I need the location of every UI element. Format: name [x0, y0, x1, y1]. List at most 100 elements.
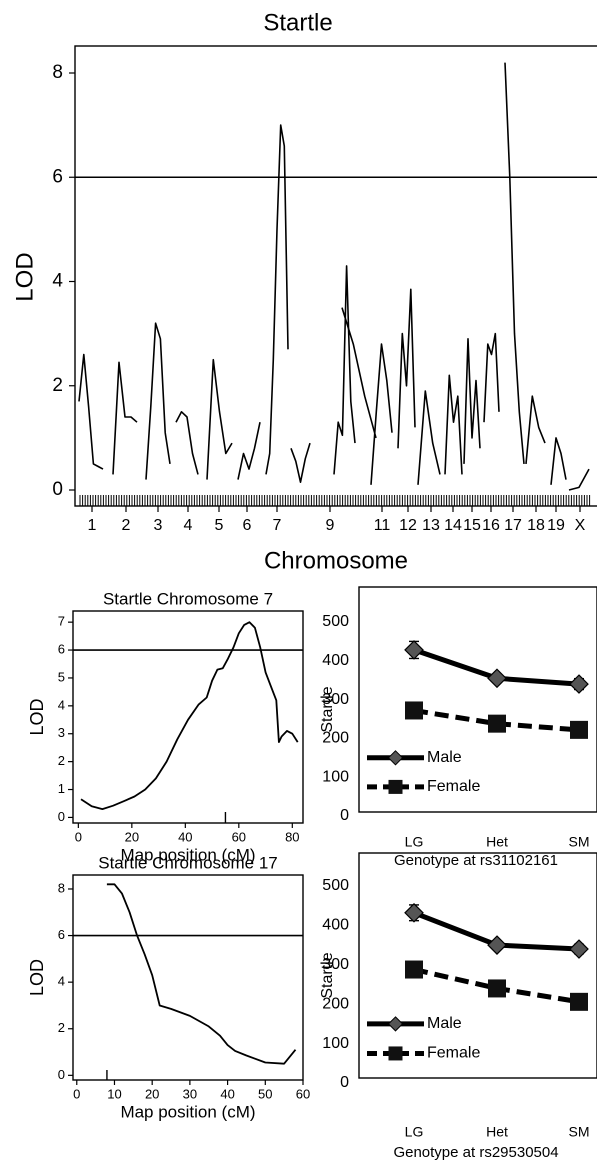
legend-label-male: Male: [427, 1015, 462, 1032]
x-tick-label: 12: [399, 517, 417, 534]
plot-title: Startle: [263, 9, 332, 36]
lod-curve-chr9: [333, 265, 356, 475]
lod-curve-chr6: [237, 422, 261, 480]
x-tick-label: 13: [422, 517, 440, 534]
x-axis-label: Map position (cM): [120, 845, 255, 864]
y-tick-label: 4: [58, 974, 65, 989]
marker-rug: [79, 495, 591, 506]
y-axis-label: LOD: [27, 959, 47, 996]
legend-label-female: Female: [427, 1045, 480, 1062]
lod-curve-chr1: [78, 353, 104, 470]
category-label: Het: [486, 834, 508, 850]
category-label: LG: [405, 834, 424, 850]
y-tick-label: 2: [58, 753, 65, 768]
x-tick-label: 10: [107, 1086, 121, 1101]
lod-curve-chr10: [341, 307, 377, 439]
lod-curve-chr11: [370, 343, 393, 485]
y-tick-label: 4: [58, 697, 65, 712]
x-tick-label: 14: [444, 517, 462, 534]
y-tick-label: 5: [58, 669, 65, 684]
y-tick-label: 2: [52, 375, 63, 396]
lod-curve: [80, 621, 299, 810]
x-tick-label: X: [575, 517, 586, 534]
x-tick-label: 60: [296, 1086, 310, 1101]
y-tick-label: 0: [58, 809, 65, 824]
x-tick-label: 15: [463, 517, 481, 534]
x-axis-label: Genotype at rs31102161: [394, 852, 558, 869]
y-tick-label: 1: [58, 781, 65, 796]
y-tick-label: 7: [58, 614, 65, 629]
y-tick-label: 200: [322, 995, 349, 1012]
legend-marker-male: [387, 750, 404, 766]
plot-frame: [72, 610, 304, 824]
y-tick-label: 400: [322, 652, 349, 669]
y-axis-label: Startle: [319, 952, 336, 998]
lod-curve-chr12: [397, 288, 416, 449]
x-tick-label: 50: [258, 1086, 272, 1101]
data-point-female: [405, 701, 423, 720]
legend-label-male: Male: [427, 749, 462, 766]
lod-curve-chr16: [483, 332, 500, 423]
lod-curve: [106, 883, 297, 1065]
y-tick-label: 400: [322, 917, 349, 934]
data-point-female: [570, 992, 588, 1011]
lod-curve-chrX: [568, 468, 590, 491]
lod-curve-chr13: [417, 390, 441, 485]
data-point-male: [569, 674, 589, 694]
y-tick-label: 0: [52, 479, 63, 500]
plot-frame: [358, 586, 597, 813]
x-tick-label: 4: [184, 517, 193, 534]
x-tick-label: 2: [122, 517, 131, 534]
y-axis-label: LOD: [27, 698, 47, 735]
y-tick-label: 6: [58, 927, 65, 942]
x-tick-label: 1: [88, 517, 97, 534]
y-axis-label: LOD: [11, 252, 38, 301]
x-tick-label: 40: [178, 829, 192, 844]
x-tick-label: 40: [220, 1086, 234, 1101]
y-tick-label: 0: [58, 1067, 65, 1082]
data-point-male: [404, 902, 424, 923]
data-point-female: [405, 960, 423, 979]
x-tick-label: 9: [326, 517, 335, 534]
x-tick-label: 60: [232, 829, 246, 844]
lod-curve-chr15: [463, 337, 481, 464]
x-tick-label: 0: [73, 1086, 80, 1101]
x-tick-label: 18: [527, 517, 545, 534]
x-tick-label: 20: [145, 1086, 159, 1101]
x-tick-label: 17: [504, 517, 522, 534]
data-point-female: [488, 714, 506, 733]
data-point-male: [569, 939, 589, 959]
y-tick-label: 8: [58, 880, 65, 895]
y-tick-label: 4: [52, 271, 63, 292]
x-tick-label: 0: [75, 829, 82, 844]
lod-curve-chr18: [525, 395, 546, 464]
y-tick-label: 2: [58, 1020, 65, 1035]
plot-title: Startle Chromosome 7: [103, 589, 273, 608]
x-tick-label: 19: [547, 517, 565, 534]
y-tick-label: 100: [322, 768, 349, 785]
x-tick-label: 5: [215, 517, 224, 534]
data-point-male: [487, 935, 507, 955]
y-tick-label: 100: [322, 1035, 349, 1052]
y-tick-label: 6: [52, 166, 63, 187]
lod-curve-chr2: [112, 361, 138, 475]
y-tick-label: 300: [322, 956, 349, 973]
plot-frame: [74, 45, 597, 507]
data-point-male: [487, 668, 507, 689]
plot-frame: [358, 852, 597, 1079]
y-tick-label: 0: [340, 1074, 349, 1091]
category-label: SM: [569, 834, 590, 850]
legend-label-female: Female: [427, 778, 480, 795]
lod-curve-chr14: [444, 374, 463, 475]
x-tick-label: 30: [183, 1086, 197, 1101]
legend-marker-female: [388, 779, 403, 794]
x-axis-label: Map position (cM): [120, 1102, 255, 1121]
y-tick-label: 500: [322, 877, 349, 894]
data-point-male: [404, 640, 424, 660]
x-axis-label: Chromosome: [264, 547, 408, 574]
lod-curve-chr19: [550, 437, 567, 485]
lod-curve-chr4: [175, 410, 199, 475]
legend-marker-female: [388, 1046, 403, 1061]
data-point-female: [488, 979, 506, 998]
